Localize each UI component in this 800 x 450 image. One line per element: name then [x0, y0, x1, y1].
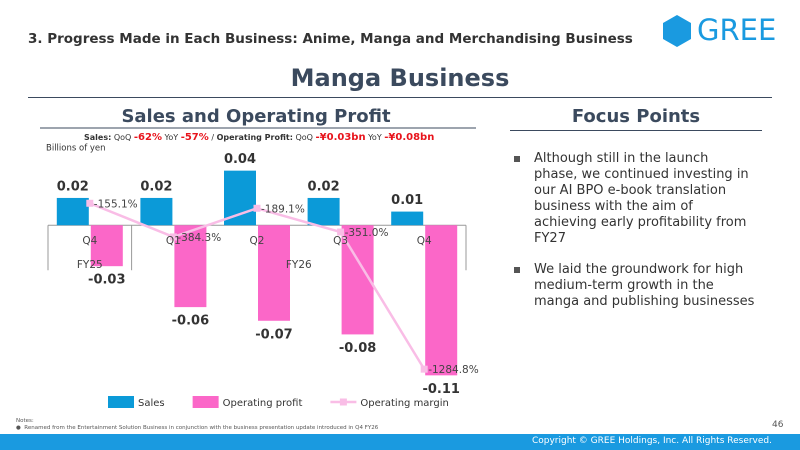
- bar: [140, 197, 173, 226]
- bar: [307, 197, 340, 226]
- group-label: FY25: [77, 259, 103, 271]
- bar: [224, 170, 256, 226]
- data-label: 0.02: [57, 179, 89, 194]
- title-rule: [28, 97, 772, 98]
- bar: [56, 197, 89, 226]
- legend-label: Operating margin: [360, 398, 448, 409]
- bar: [174, 225, 207, 308]
- group-label: FY26: [286, 259, 312, 271]
- data-label: -189.1%: [261, 203, 305, 215]
- data-label: 0.01: [391, 193, 423, 208]
- data-label: -0.06: [172, 314, 209, 329]
- data-label: -0.11: [422, 382, 459, 397]
- chart-title: Sales and Operating Profit: [121, 106, 391, 127]
- data-label: -0.08: [339, 341, 376, 356]
- line-marker: [337, 228, 345, 236]
- data-label: -0.03: [88, 273, 125, 288]
- x-tick-label: Q3: [333, 235, 348, 247]
- bar: [258, 225, 290, 321]
- line-marker: [420, 365, 428, 373]
- notes-title: Notes:: [16, 418, 34, 424]
- data-label: -0.07: [255, 327, 292, 342]
- x-tick-label: Q2: [250, 235, 265, 247]
- legend-swatch: [339, 398, 347, 406]
- notes: Notes: ● Renamed from the Entertainment …: [16, 418, 378, 432]
- chart: Sales and Operating Profit Sales: QoQ -6…: [40, 106, 479, 409]
- data-label: -155.1%: [94, 198, 138, 210]
- page-number: 46: [772, 420, 784, 430]
- legend-label: Sales: [138, 398, 165, 409]
- bar: [391, 211, 424, 226]
- copyright: Copyright © GREE Holdings, Inc. All Righ…: [531, 436, 772, 446]
- footer-bar: Copyright © GREE Holdings, Inc. All Righ…: [0, 434, 800, 450]
- data-label: -1284.8%: [428, 364, 479, 376]
- chart-subtitle: Sales: QoQ -62% YoY -57% / Operating Pro…: [84, 132, 434, 143]
- legend-swatch: [192, 396, 219, 408]
- note-item: ● Renamed from the Entertainment Solutio…: [16, 425, 379, 431]
- data-label: 0.04: [224, 152, 256, 167]
- line-marker: [169, 233, 177, 241]
- focus-title: Focus Points: [510, 106, 762, 131]
- legend-label: Operating profit: [223, 398, 303, 409]
- data-label: -351.0%: [345, 227, 389, 239]
- data-label: 0.02: [308, 179, 340, 194]
- header: 3. Progress Made in Each Business: Anime…: [28, 31, 633, 47]
- x-tick-label: Q4: [417, 235, 432, 247]
- focus-list: Although still in the launch phase, we c…: [510, 151, 755, 310]
- line-marker: [86, 199, 94, 207]
- page-title: Manga Business: [290, 64, 510, 92]
- x-tick-label: Q1: [166, 235, 181, 247]
- x-tick-label: Q4: [82, 235, 97, 247]
- logo: GREE: [663, 14, 776, 47]
- line-marker: [253, 204, 261, 212]
- bar: [425, 225, 458, 376]
- focus-panel: Focus Points Although still in the launc…: [510, 106, 762, 325]
- focus-item: Although still in the launch phase, we c…: [510, 151, 755, 247]
- bar: [90, 225, 123, 267]
- focus-item: We laid the groundwork for high medium-t…: [510, 262, 755, 310]
- note-text: Renamed from the Entertainment Solution …: [24, 425, 379, 431]
- unit-label: Billions of yen: [46, 144, 106, 154]
- data-label: -384.3%: [177, 232, 221, 244]
- data-label: 0.02: [140, 179, 172, 194]
- logo-text: GREE: [697, 14, 776, 47]
- legend-swatch: [108, 396, 134, 408]
